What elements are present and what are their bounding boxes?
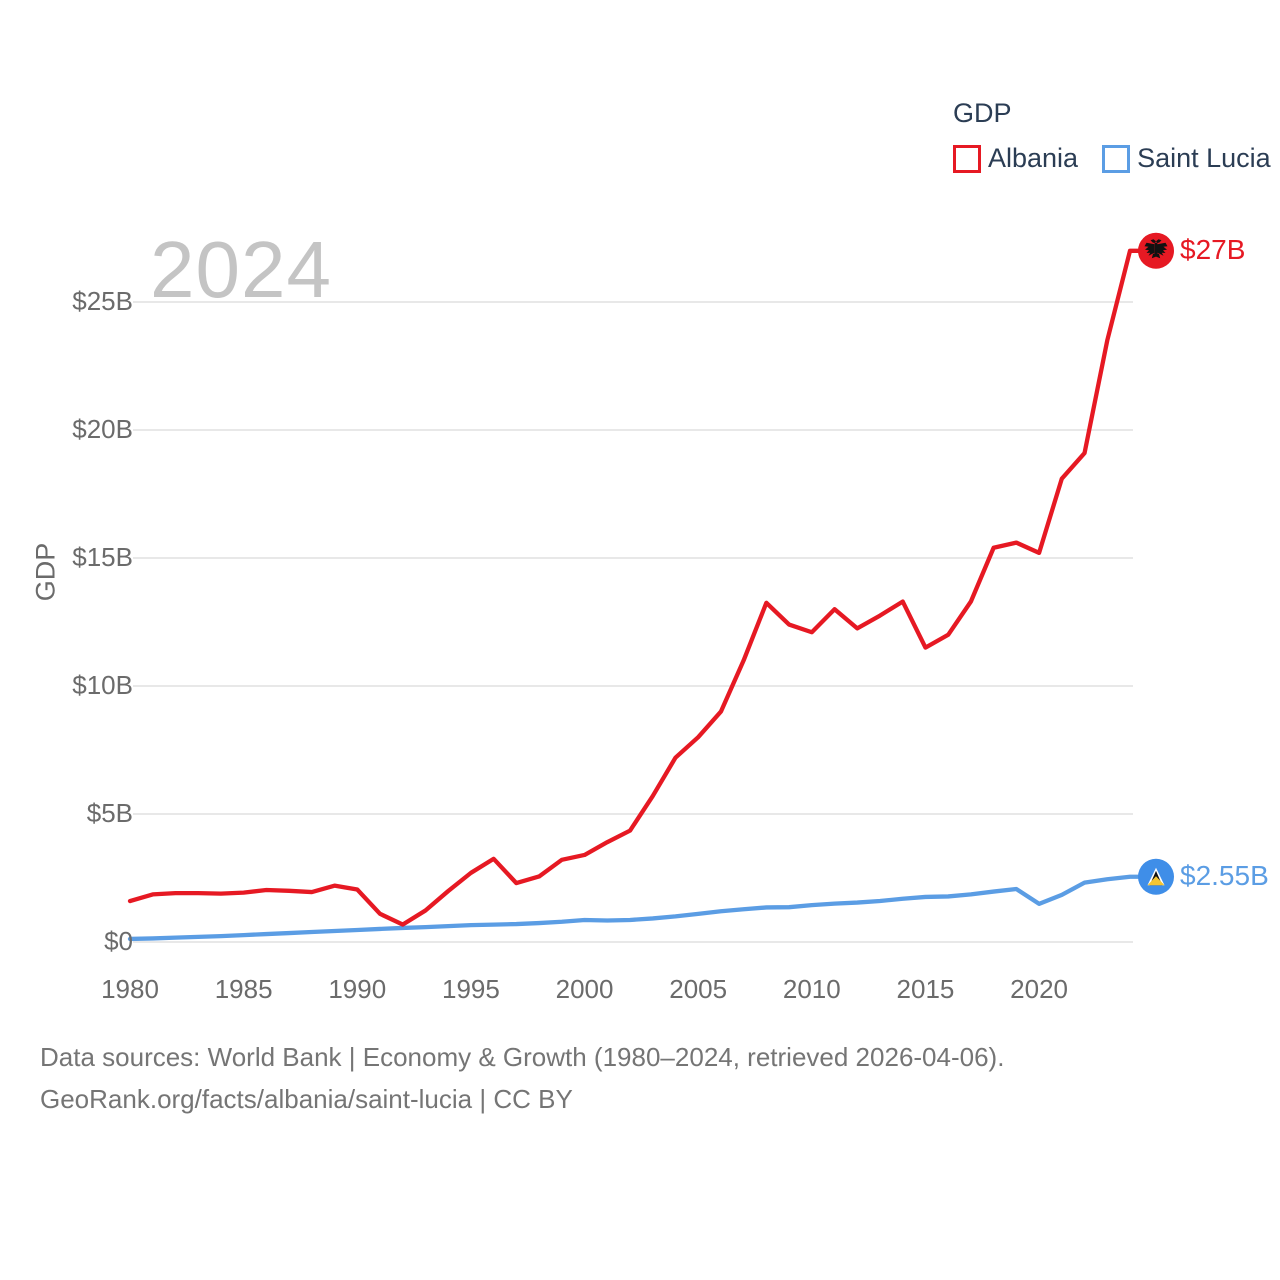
footer-sources: Data sources: World Bank | Economy & Gro… <box>40 1042 1005 1072</box>
legend-label-saint-lucia: Saint Lucia <box>1137 143 1271 173</box>
x-tick-label: 1990 <box>328 974 387 1004</box>
gridlines <box>133 301 1133 943</box>
y-tick-label: $25B <box>72 286 133 316</box>
albania-flag-marker[interactable] <box>1138 232 1174 269</box>
series-lines <box>127 248 1159 942</box>
saint-lucia-triangle-icon <box>1147 867 1165 886</box>
line-albania <box>127 248 1159 927</box>
y-tick-label: $15B <box>72 542 133 572</box>
x-tick-label: 2005 <box>669 974 728 1004</box>
x-tick-label: 2000 <box>555 974 614 1004</box>
saint-lucia-end-value: $2.55B <box>1180 859 1269 891</box>
albania-eagle-icon <box>1144 239 1168 259</box>
legend: GDP Albania Saint Lucia <box>953 98 1271 174</box>
saint-lucia-swatch-icon <box>1102 144 1131 173</box>
legend-title: GDP <box>953 98 1012 128</box>
y-tick-label: $0 <box>104 926 133 956</box>
y-tick-label: $20B <box>72 414 133 444</box>
legend-item-saint-lucia[interactable]: Saint Lucia <box>1102 143 1271 174</box>
y-tick-label: $10B <box>72 670 133 700</box>
x-tick-label: 2015 <box>896 974 955 1004</box>
x-tick-label: 1995 <box>441 974 500 1004</box>
legend-items: Albania Saint Lucia <box>953 143 1271 174</box>
line-saint-lucia <box>127 874 1159 942</box>
albania-swatch-icon <box>953 144 981 173</box>
legend-label-albania: Albania <box>988 143 1079 173</box>
x-tick-label: 2020 <box>1010 974 1068 1004</box>
x-tick-label: 2010 <box>782 974 841 1004</box>
legend-item-albania[interactable]: Albania <box>953 143 1078 174</box>
albania-end-value: $27B <box>1180 233 1246 265</box>
x-tick-label: 1985 <box>214 974 273 1004</box>
x-tick-label: 1980 <box>101 974 159 1004</box>
footer-attribution: GeoRank.org/facts/albania/saint-lucia | … <box>40 1084 573 1115</box>
year-watermark: 2024 <box>150 225 332 314</box>
footer: Data sources: World Bank | Economy & Gro… <box>40 1036 1004 1120</box>
y-tick-label: $5B <box>86 798 133 828</box>
saint-lucia-flag-marker[interactable] <box>1138 858 1174 895</box>
